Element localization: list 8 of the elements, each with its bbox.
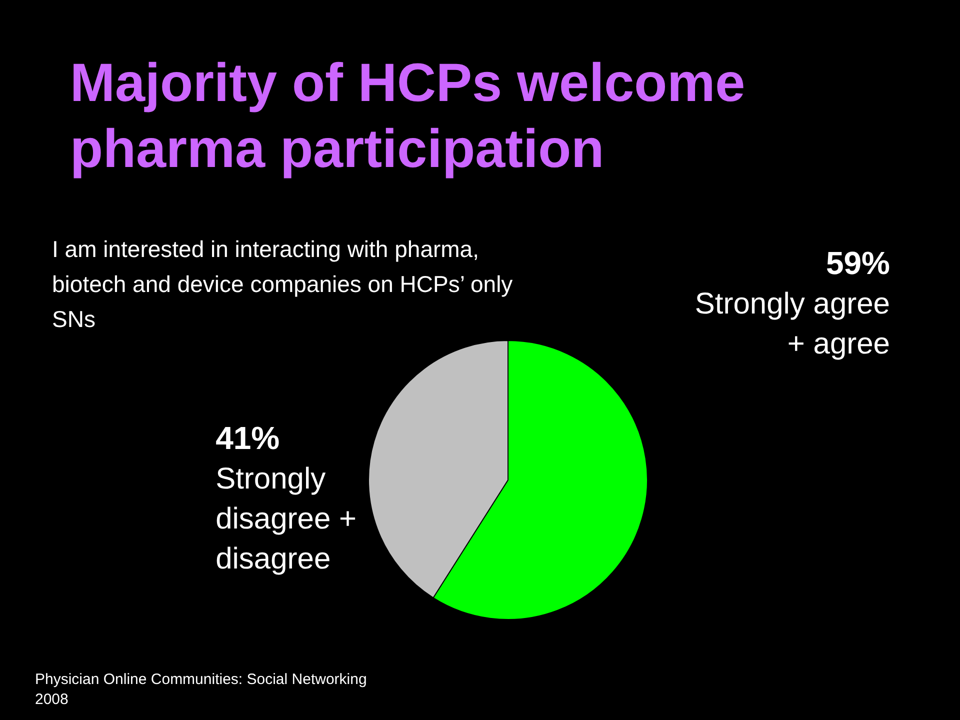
data-label: 41%	[216, 420, 280, 456]
text: I am interested in interacting with pharma, biotech and device companies on HCPs’ only SNs	[52, 235, 514, 334]
text: Physician Online Communities: Social Networking	[35, 670, 367, 690]
slice-label: Strongly disagree + disagree	[216, 462, 357, 576]
chart-title: Majority of HCPs welcome pharma participation	[70, 52, 746, 181]
data-label: 59%	[826, 244, 890, 281]
text: 2008	[35, 690, 70, 710]
slice-label: Strongly agree + agree	[694, 287, 890, 360]
